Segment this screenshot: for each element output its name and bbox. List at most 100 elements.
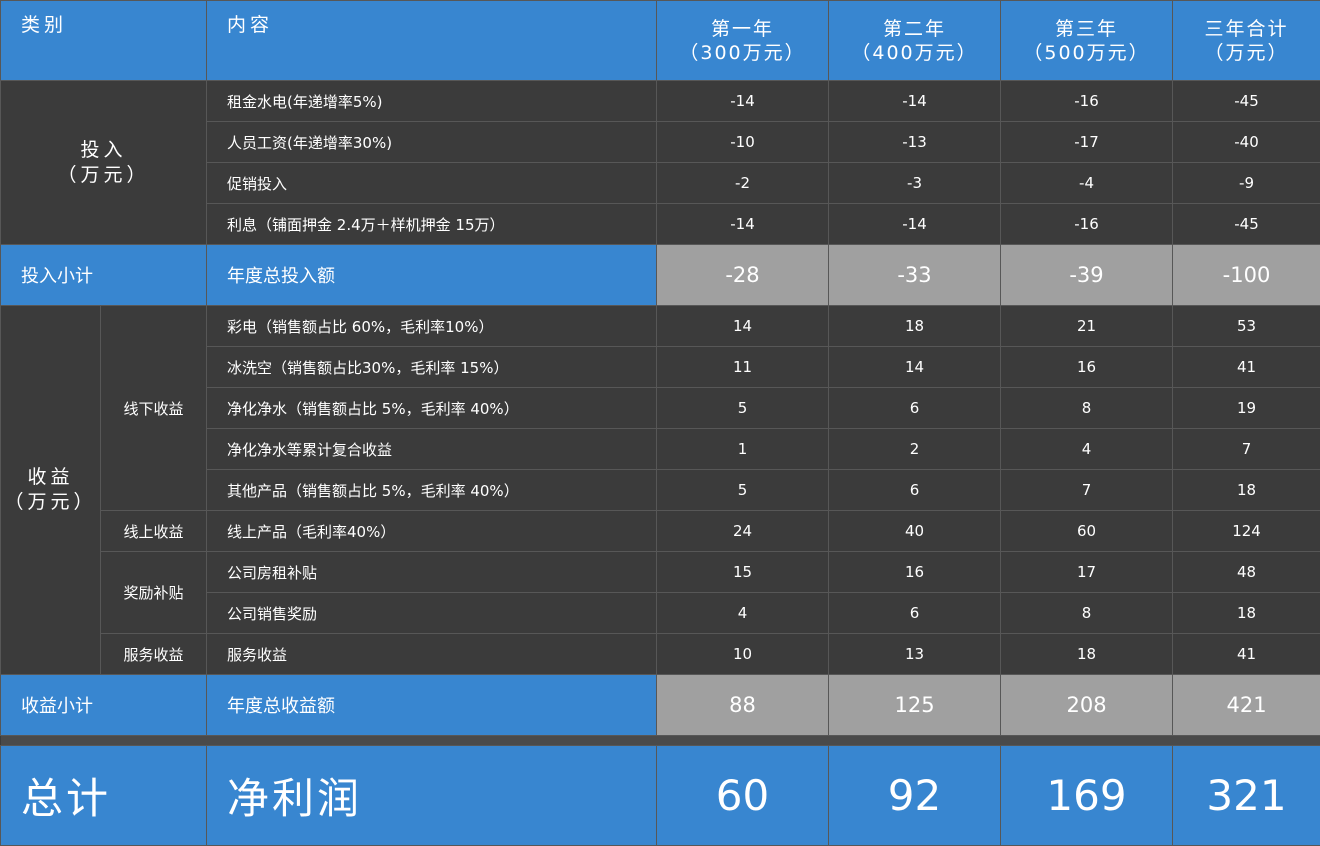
row-y3: -17 (1001, 122, 1173, 163)
row-y1: 24 (657, 511, 829, 552)
subtotal-total: 421 (1173, 675, 1320, 736)
total-y3: 169 (1001, 746, 1173, 846)
total-y1: 60 (657, 746, 829, 846)
subtotal-content: 年度总收益额 (207, 675, 657, 736)
subtotal-y1: -28 (657, 245, 829, 306)
row-total: -45 (1173, 81, 1320, 122)
row-content: 公司销售奖励 (207, 593, 657, 634)
header-total: 三年合计 （万元） (1173, 1, 1320, 81)
row-y2: 16 (829, 552, 1001, 593)
revenue-group: 服务收益 (101, 634, 207, 675)
row-y2: 40 (829, 511, 1001, 552)
grand-total-row: 总计 净利润 60 92 169 321 (1, 746, 1320, 846)
row-y3: 21 (1001, 306, 1173, 347)
divider (1, 736, 1320, 746)
row-total: 19 (1173, 388, 1320, 429)
row-y2: 14 (829, 347, 1001, 388)
divider-cell (1, 736, 1320, 746)
revenue-category: 收益 （万元） (1, 306, 101, 675)
investment-category: 投入 （万元） (1, 81, 207, 245)
row-content: 服务收益 (207, 634, 657, 675)
row-y1: 1 (657, 429, 829, 470)
row-total: -9 (1173, 163, 1320, 204)
row-y3: 8 (1001, 593, 1173, 634)
row-content: 公司房租补贴 (207, 552, 657, 593)
row-content: 利息（铺面押金 2.4万＋样机押金 15万） (207, 204, 657, 245)
total-y2: 92 (829, 746, 1001, 846)
subtotal-y2: 125 (829, 675, 1001, 736)
row-y2: 13 (829, 634, 1001, 675)
row-content: 租金水电(年递增率5%) (207, 81, 657, 122)
row-y3: 60 (1001, 511, 1173, 552)
row-y3: -16 (1001, 204, 1173, 245)
row-y2: -14 (829, 81, 1001, 122)
row-y1: -10 (657, 122, 829, 163)
row-y1: 11 (657, 347, 829, 388)
subtotal-label: 投入小计 (1, 245, 207, 306)
row-y3: 4 (1001, 429, 1173, 470)
subtotal-y2: -33 (829, 245, 1001, 306)
row-y1: 14 (657, 306, 829, 347)
total-label: 总计 (1, 746, 207, 846)
row-y1: 15 (657, 552, 829, 593)
row-y3: 8 (1001, 388, 1173, 429)
row-content: 净化净水（销售额占比 5%，毛利率 40%） (207, 388, 657, 429)
row-total: 124 (1173, 511, 1320, 552)
row-y3: 18 (1001, 634, 1173, 675)
row-total: 41 (1173, 347, 1320, 388)
row-content: 其他产品（销售额占比 5%，毛利率 40%） (207, 470, 657, 511)
row-content: 促销投入 (207, 163, 657, 204)
row-content: 彩电（销售额占比 60%，毛利率10%） (207, 306, 657, 347)
revenue-group: 奖励补贴 (101, 552, 207, 634)
row-y2: 6 (829, 388, 1001, 429)
row-total: 18 (1173, 470, 1320, 511)
row-y3: -16 (1001, 81, 1173, 122)
row-total: 53 (1173, 306, 1320, 347)
row-y1: 10 (657, 634, 829, 675)
revenue-group: 线上收益 (101, 511, 207, 552)
investment-subtotal-row: 投入小计 年度总投入额 -28 -33 -39 -100 (1, 245, 1320, 306)
row-total: 7 (1173, 429, 1320, 470)
row-total: 18 (1173, 593, 1320, 634)
header-year2: 第二年 （400万元） (829, 1, 1001, 81)
revenue-subtotal-row: 收益小计 年度总收益额 88 125 208 421 (1, 675, 1320, 736)
row-total: -40 (1173, 122, 1320, 163)
row-content: 冰洗空（销售额占比30%，毛利率 15%） (207, 347, 657, 388)
header-content: 内容 (207, 1, 657, 81)
revenue-group: 线下收益 (101, 306, 207, 511)
header-row: 类别 内容 第一年 （300万元） 第二年 （400万元） 第三年 （500万元… (1, 1, 1320, 81)
row-y3: 16 (1001, 347, 1173, 388)
subtotal-label: 收益小计 (1, 675, 207, 736)
subtotal-y3: -39 (1001, 245, 1173, 306)
row-y3: 7 (1001, 470, 1173, 511)
row-y2: 18 (829, 306, 1001, 347)
row-total: 41 (1173, 634, 1320, 675)
row-y2: 6 (829, 470, 1001, 511)
row-y1: 4 (657, 593, 829, 634)
row-y3: -4 (1001, 163, 1173, 204)
total-total: 321 (1173, 746, 1320, 846)
row-y1: 5 (657, 470, 829, 511)
subtotal-y1: 88 (657, 675, 829, 736)
row-y2: -3 (829, 163, 1001, 204)
header-category: 类别 (1, 1, 207, 81)
row-y1: -2 (657, 163, 829, 204)
row-content: 线上产品（毛利率40%） (207, 511, 657, 552)
row-total: -45 (1173, 204, 1320, 245)
subtotal-y3: 208 (1001, 675, 1173, 736)
row-y2: -13 (829, 122, 1001, 163)
subtotal-total: -100 (1173, 245, 1320, 306)
subtotal-content: 年度总投入额 (207, 245, 657, 306)
row-y1: -14 (657, 81, 829, 122)
row-y2: 6 (829, 593, 1001, 634)
row-y3: 17 (1001, 552, 1173, 593)
row-y1: 5 (657, 388, 829, 429)
header-year1: 第一年 （300万元） (657, 1, 829, 81)
total-content: 净利润 (207, 746, 657, 846)
row-content: 净化净水等累计复合收益 (207, 429, 657, 470)
row-content: 人员工资(年递增率30%) (207, 122, 657, 163)
